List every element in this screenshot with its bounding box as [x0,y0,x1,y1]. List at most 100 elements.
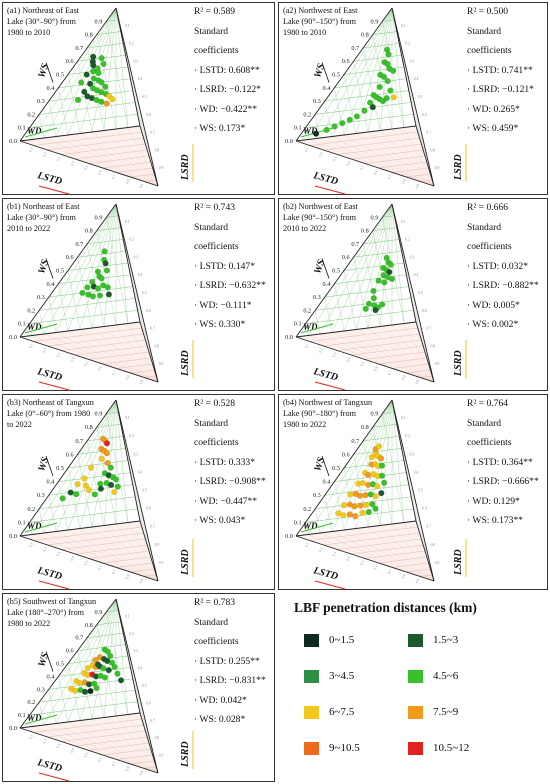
data-point [98,275,105,282]
tetrahedron-edge [19,336,159,383]
tetrahedron-edge [115,598,159,774]
tetrahedron-edge [295,535,435,582]
lsrd-tick-label: 0.2 [405,238,410,242]
lsrd-tick-label: 0.6 [422,113,427,117]
tetrahedron-edge [295,520,417,537]
lsrd-tick-label: 0.5 [418,95,423,99]
side-gridline [135,496,150,545]
floor-gridline [103,525,159,582]
data-point [367,99,374,106]
data-point [365,471,372,478]
lsrd-axis-label: LSRD [180,549,191,576]
coefficient-stats: R² = 0.666 Standard coefficients · LSTD: 0.… [467,198,539,335]
data-point [111,663,118,671]
lsrd-tick-label: 0.4 [414,77,419,81]
tetrahedron-edge [295,321,417,338]
coef-value: · LSTD: 0.255** [194,655,260,667]
data-point [378,462,386,469]
origin-label: 0.0 [9,533,17,540]
floor-gridline [420,375,433,378]
coef-value: · WS: 0.173* [194,123,246,134]
data-point [359,479,366,487]
back-gridline [382,19,395,22]
lstd-tick-label: 0.7 [111,370,117,376]
chart-panel: 0.1 0.2 0.3 0.4 0.5 0.6 0.7 0.8 0.9 0.0 0.1 0.9 0.2 0… [278,394,548,590]
lsrd-tick-label: 0.4 [138,667,143,671]
back-gridline [96,227,121,231]
side-gridline [411,102,426,151]
wd-axis-arrow [24,522,58,533]
floor-gridline [378,357,427,365]
back-gridline [106,610,119,613]
data-point [378,490,385,497]
side-gridline [411,298,426,347]
ws-axis-arrow [45,258,54,279]
back-gridline [58,481,69,531]
lstd-tick-label: 0.8 [401,374,407,380]
legend-item: 1.5~3 [408,634,458,647]
data-point [111,488,118,496]
lsrd-tick-label: 0.1 [125,24,130,28]
floor-gridline [378,556,427,564]
lstd-axis-label: LSTD [311,565,339,582]
data-point [104,284,111,291]
data-point [370,295,377,302]
back-gridline [77,644,126,651]
back-gridline [29,127,33,140]
back-gridline [391,203,405,324]
data-point [86,681,93,688]
data-point [82,482,89,489]
legend-swatch [304,634,319,647]
data-point [102,83,109,90]
coef-heading: Standard [194,417,229,429]
coef-value: · WD: 0.005* [467,299,520,311]
ws-tick-label: 0.8 [85,622,93,629]
chart-panel: 0.1 0.2 0.3 0.4 0.5 0.6 0.7 0.8 0.9 0.0 0.1 0.9 0.2 0… [2,394,275,590]
lstd-tick-label: 0.5 [83,752,89,758]
floor-gridline [115,128,159,187]
data-point [100,665,107,672]
back-gridline [324,495,333,532]
data-point [105,291,112,298]
data-point [102,260,109,267]
data-point [323,126,330,133]
back-gridline [39,310,45,335]
lsrd-tick-label: 0.1 [125,220,130,224]
lstd-tick-label: 0.7 [387,370,393,376]
data-point [96,292,104,299]
back-gridline [67,270,81,330]
back-gridline [372,31,397,35]
ws-axis-arrow [45,651,54,672]
lsrd-tick-label: 0.4 [414,273,419,277]
coef-heading: coefficients [467,45,512,56]
back-gridline [343,74,357,134]
coef-value: · LSTD: 0.032* [467,260,529,272]
floor-gridline [91,131,159,187]
back-gridline [343,467,357,529]
data-point [94,285,102,292]
coef-heading: coefficients [467,241,512,252]
data-point [379,301,386,308]
ws-axis-arrow [45,62,54,83]
back-gridline [48,689,57,724]
floor-gridline [355,528,435,582]
origin-label: 0.0 [9,334,17,341]
coef-heading: Standard [467,25,502,37]
coefficient-stats: R² = 0.528 Standard coefficients · LSTD: 0.… [194,394,266,531]
ternary-plot: 0.10.20.30.40.50.60.70.80.90.00.10.90.20… [285,399,467,590]
side-gridline [413,114,430,169]
lsrd-axis-label: LSRD [180,741,191,768]
back-gridline [324,101,333,137]
tetrahedron-edge [415,520,435,582]
lsrd-tick-label: 0.3 [410,59,415,63]
legend-title: LBF penetration distances (km) [294,600,477,615]
coef-value: · LSRD: −0.122* [194,84,261,95]
back-gridline [91,399,117,528]
ws-tick-label: 0.2 [27,307,35,314]
lstd-axis-label: LSTD [35,757,63,774]
ws-tick-label: 0.8 [361,32,369,39]
ws-tick-label: 0.3 [313,492,321,499]
data-point [114,670,121,677]
ws-tick-label: 0.1 [294,321,302,328]
legend-item: 7.5~9 [408,706,458,719]
